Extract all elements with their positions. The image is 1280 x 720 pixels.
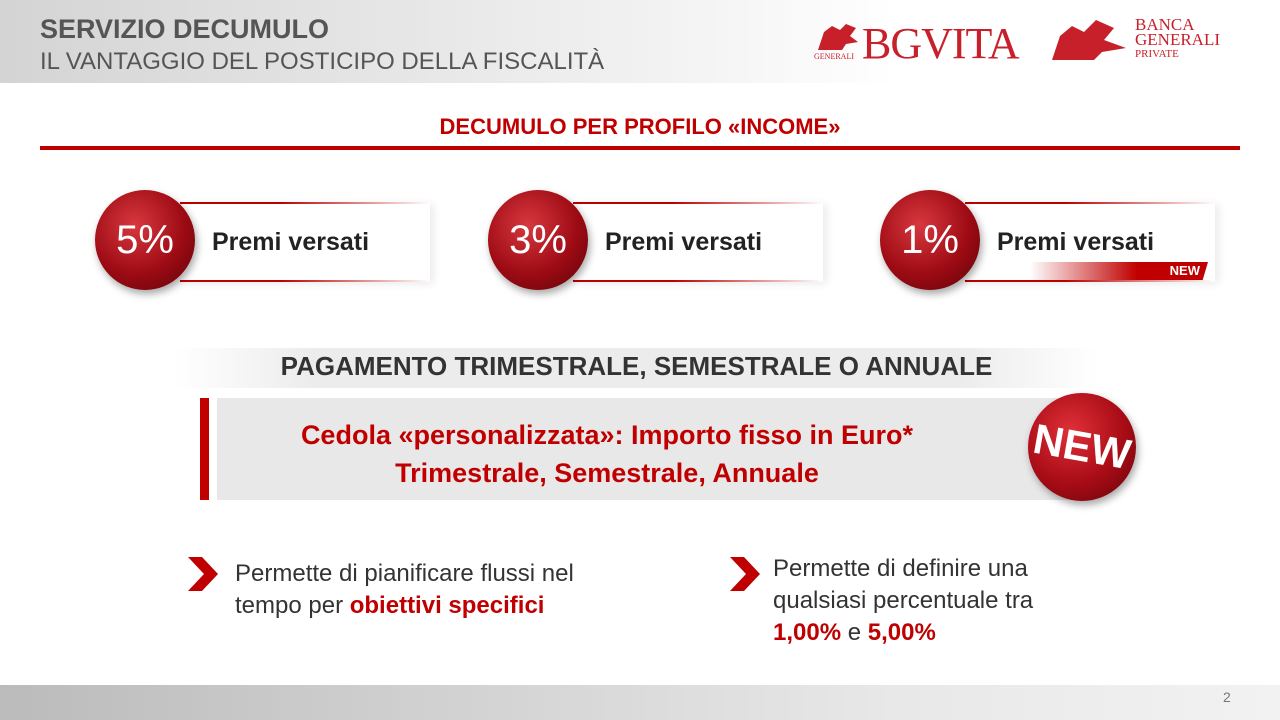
lion-icon — [818, 24, 858, 50]
option-card: Premi versati — [573, 202, 823, 282]
section-title: DECUMULO PER PROFILO «INCOME» — [439, 114, 841, 139]
logo-bgvita: BGVITA — [862, 19, 1020, 68]
option-card: Premi versati — [180, 202, 430, 282]
new-badge-text: NEW — [1029, 414, 1135, 479]
text: Permette di definire una qualsiasi perce… — [773, 555, 1034, 614]
logo-mark: GENERALI — [814, 52, 854, 61]
highlight: 5,00% — [867, 619, 936, 646]
option-card: Premi versati — [965, 202, 1215, 282]
highlight: 1,00% — [773, 619, 842, 646]
option-label: Premi versati — [997, 228, 1155, 256]
option-label: Premi versati — [212, 228, 370, 256]
new-tag: NEW — [1030, 262, 1208, 280]
text: e — [847, 619, 862, 646]
percent-circle: 1% — [880, 190, 980, 290]
coupon-box: Cedola «personalizzata»: Importo fisso i… — [217, 398, 1077, 500]
logo-banca: BANCA GENERALI PRIVATE — [1135, 15, 1220, 62]
logo-text: BANCA — [1135, 15, 1195, 34]
lion-icon — [1052, 20, 1126, 60]
bullet-text: Permette di definire una qualsiasi perce… — [773, 553, 1083, 649]
new-badge: NEW — [1028, 393, 1136, 501]
logo-text: PRIVATE — [1135, 48, 1179, 60]
coupon-line: Trimestrale, Semestrale, Annuale — [395, 458, 819, 488]
coupon-line: Cedola «personalizzata»: Importo fisso i… — [300, 420, 914, 450]
bullet-text: Permette di pianificare flussi nel tempo… — [235, 558, 635, 622]
option-label: Premi versati — [605, 228, 763, 256]
chevron-icon — [188, 557, 218, 591]
payment-banner: PAGAMENTO TRIMESTRALE, SEMESTRALE O ANNU… — [175, 348, 1098, 388]
percent-circle: 3% — [488, 190, 588, 290]
text: Permette di pianificare flussi nel tempo… — [235, 560, 574, 619]
accent-bar — [200, 398, 209, 500]
chevron-icon — [730, 557, 760, 591]
footer-band — [0, 685, 1280, 720]
rule — [40, 146, 1240, 150]
percent-circle: 5% — [95, 190, 195, 290]
page-number: 2 — [1223, 689, 1231, 705]
subtitle: IL VANTAGGIO DEL POSTICIPO DELLA FISCALI… — [40, 48, 605, 75]
logo-text: GENERALI — [1135, 30, 1220, 49]
highlight: obiettivi specifici — [349, 592, 545, 619]
title: SERVIZIO DECUMULO — [40, 14, 330, 44]
